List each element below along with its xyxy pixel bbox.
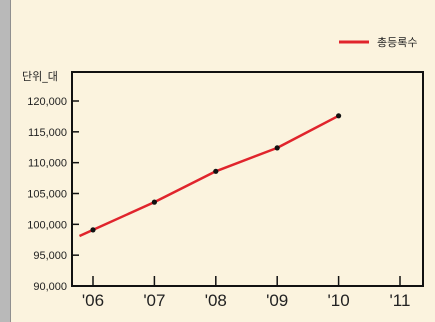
y-tick-label: 110,000	[28, 158, 67, 170]
y-tick-label: 100,000	[27, 219, 67, 231]
data-point	[336, 113, 342, 119]
data-point	[151, 199, 157, 205]
y-tick-label: 105,000	[27, 189, 67, 201]
x-tick-label: '10	[328, 291, 350, 310]
series-group	[78, 113, 342, 238]
x-tick-label: '07	[143, 291, 165, 310]
line-chart: 총등록수 단위_대 90,000 95,000 100,000 105,000 110,…	[22, 36, 424, 310]
y-axis-unit-label: 단위_대	[22, 70, 58, 83]
x-tick-label: '06	[82, 291, 104, 310]
y-axis-ticks: 90,000 95,000 100,000 105,000 110,000 115,000…	[27, 96, 79, 293]
legend: 총등록수	[339, 36, 417, 49]
x-tick-label: '08	[205, 291, 227, 310]
data-point	[274, 145, 280, 151]
x-tick-label: '09	[266, 291, 288, 310]
data-point	[213, 168, 219, 174]
x-tick-label: '11	[390, 291, 411, 310]
y-tick-label: 90,000	[33, 281, 67, 293]
y-tick-label: 95,000	[33, 250, 67, 262]
y-tick-label: 120,000	[27, 96, 67, 108]
chart-frame: 총등록수 단위_대 90,000 95,000 100,000 105,000 110,…	[10, 0, 435, 322]
y-tick-label: 115,000	[28, 127, 67, 139]
data-point	[90, 227, 96, 233]
plot-area	[71, 71, 424, 287]
legend-label: 총등록수	[377, 36, 417, 49]
x-axis-ticks: '06 '07 '08 '09 '10 '11	[82, 276, 411, 310]
